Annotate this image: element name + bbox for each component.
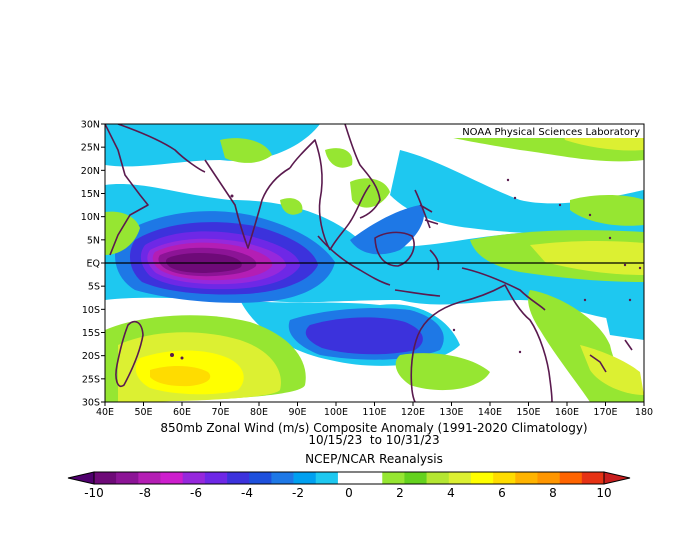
lon-tick-label: 150E (516, 407, 540, 418)
latitude-axis: 30N 25N 20N 15N 10N 5N EQ 5S 10S 15S 20S 25S 30S (81, 120, 105, 409)
longitude-axis: 40E 50E 60E 70E 80E 90E 100E 110E 120E 130E 140E 15… (96, 402, 653, 418)
colorbar-label: 2 (396, 486, 404, 500)
colorbar-swatch (360, 472, 383, 484)
colorbar-label: 4 (447, 486, 455, 500)
lat-tick-label: 20N (81, 166, 100, 177)
lon-tick-label: 140E (478, 407, 502, 418)
colorbar-swatch (470, 472, 494, 484)
colorbar (67, 471, 631, 485)
colorbar-arrow-left (67, 471, 95, 485)
colorbar-swatch (315, 472, 339, 484)
colorbar-swatch (116, 472, 139, 484)
colorbar-swatch (493, 472, 516, 484)
colorbar-swatch (227, 472, 250, 484)
lat-tick-label: 5N (87, 235, 100, 246)
lat-tick-label: 25N (81, 143, 100, 154)
credit-text: NOAA Physical Sciences Laboratory (462, 127, 640, 138)
colorbar-swatch (249, 472, 272, 484)
colorbar-swatch (426, 472, 450, 484)
colorbar-swatch (182, 472, 206, 484)
colorbar-swatch (271, 472, 294, 484)
lon-tick-label: 170E (593, 407, 617, 418)
lat-tick-label: 10N (81, 212, 100, 223)
anomaly-contours-positive (105, 124, 644, 402)
colorbar-swatch (448, 472, 472, 484)
colorbar-label: 8 (549, 486, 557, 500)
lon-tick-label: 50E (134, 407, 152, 418)
colorbar-label: 0 (345, 486, 353, 500)
lat-tick-label: 15S (82, 328, 100, 339)
colorbar-swatch (204, 472, 228, 484)
lon-tick-label: 60E (173, 407, 191, 418)
colorbar-label: -6 (190, 486, 202, 500)
colorbar-arrow-right (603, 471, 631, 485)
colorbar-swatch (138, 472, 161, 484)
colorbar-label: 10 (596, 486, 611, 500)
credit-box: NOAA Physical Sciences Laboratory (433, 124, 644, 138)
lon-tick-label: 180 (635, 407, 653, 418)
caption-source: NCEP/NCAR Reanalysis (305, 452, 443, 466)
colorbar-swatch (382, 472, 405, 484)
lat-tick-label: 20S (82, 351, 100, 362)
colorbar-swatch (293, 472, 317, 484)
caption-dates: 10/15/23 to 10/31/23 (308, 433, 439, 447)
lon-tick-label: 80E (250, 407, 268, 418)
colorbar-swatch (537, 472, 560, 484)
lat-tick-label: EQ (87, 259, 100, 270)
lat-tick-label: 10S (82, 305, 100, 316)
lon-tick-label: 100E (324, 407, 348, 418)
colorbar-swatch (94, 472, 117, 484)
colorbar-swatch (581, 472, 605, 484)
colorbar-label: -10 (84, 486, 104, 500)
colorbar-swatch (404, 472, 427, 484)
colorbar-swatch (515, 472, 538, 484)
colorbar-label: 6 (498, 486, 506, 500)
lon-tick-label: 70E (211, 407, 229, 418)
lat-tick-label: 5S (88, 282, 100, 293)
colorbar-swatch (559, 472, 583, 484)
colorbar-label: -4 (241, 486, 253, 500)
colorbar-label: -8 (139, 486, 151, 500)
colorbar-swatch (160, 472, 183, 484)
lon-tick-label: 130E (439, 407, 463, 418)
colorbar-label: -2 (292, 486, 304, 500)
colorbar-labels: -10 -8 -6 -4 -2 0 2 4 6 8 10 (84, 486, 611, 500)
lon-tick-label: 120E (401, 407, 425, 418)
lat-tick-label: 30N (81, 120, 100, 131)
caption-title: 850mb Zonal Wind (m/s) Composite Anomaly… (160, 421, 587, 435)
lat-tick-label: 25S (82, 374, 100, 385)
lon-tick-label: 160E (555, 407, 579, 418)
map-plot-area (105, 124, 644, 402)
lat-tick-label: 15N (81, 189, 100, 200)
colorbar-swatch (337, 472, 361, 484)
lon-tick-label: 90E (288, 407, 306, 418)
lon-tick-label: 110E (362, 407, 386, 418)
lon-tick-label: 40E (96, 407, 114, 418)
coastlines (105, 124, 633, 402)
islands-dots (170, 178, 642, 360)
lat-tick-label: 30S (82, 398, 100, 409)
